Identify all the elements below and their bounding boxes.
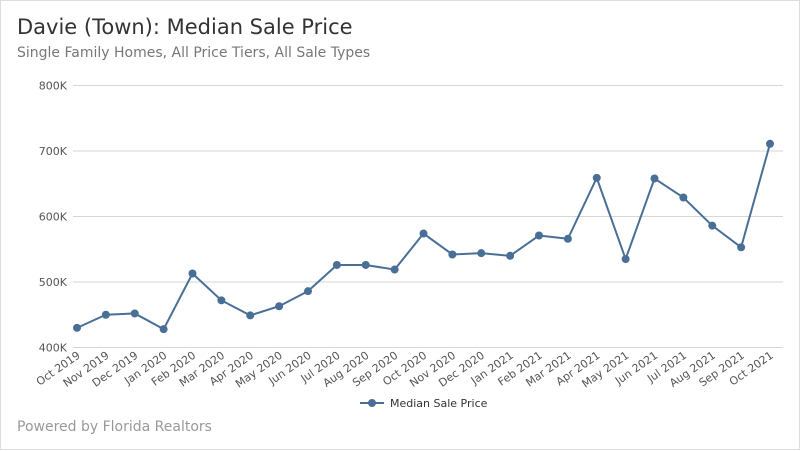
legend-label: Median Sale Price <box>390 397 488 410</box>
y-tick-label: 700K <box>39 145 68 158</box>
footer-credit[interactable]: Powered by Florida Realtors <box>17 419 212 435</box>
legend-marker <box>368 399 376 407</box>
data-point <box>188 269 197 278</box>
chart-subtitle: Single Family Homes, All Price Tiers, Al… <box>17 45 371 61</box>
chart-title: Davie (Town): Median Sale Price <box>17 15 353 39</box>
data-point <box>737 243 746 252</box>
data-point <box>419 229 428 238</box>
y-tick-label: 500K <box>39 276 68 289</box>
data-point <box>159 325 168 334</box>
data-point <box>621 255 630 264</box>
data-point <box>246 311 255 320</box>
data-point <box>390 265 399 274</box>
data-point <box>506 251 515 260</box>
data-point <box>448 250 457 259</box>
data-point <box>275 302 284 311</box>
data-point <box>101 310 110 319</box>
data-point <box>130 309 139 318</box>
data-point <box>535 231 543 240</box>
data-point <box>766 139 774 148</box>
data-point <box>477 249 486 258</box>
data-point <box>217 296 226 305</box>
data-point <box>563 234 572 243</box>
data-point <box>332 260 341 269</box>
data-point <box>304 287 312 296</box>
y-tick-label: 600K <box>39 211 68 224</box>
data-point <box>361 260 370 269</box>
data-point <box>73 323 81 332</box>
data-point <box>592 173 601 182</box>
y-tick-label: 400K <box>39 342 68 355</box>
data-point <box>679 193 688 202</box>
data-point <box>708 221 717 230</box>
data-point <box>650 174 659 183</box>
y-tick-label: 800K <box>39 80 68 93</box>
